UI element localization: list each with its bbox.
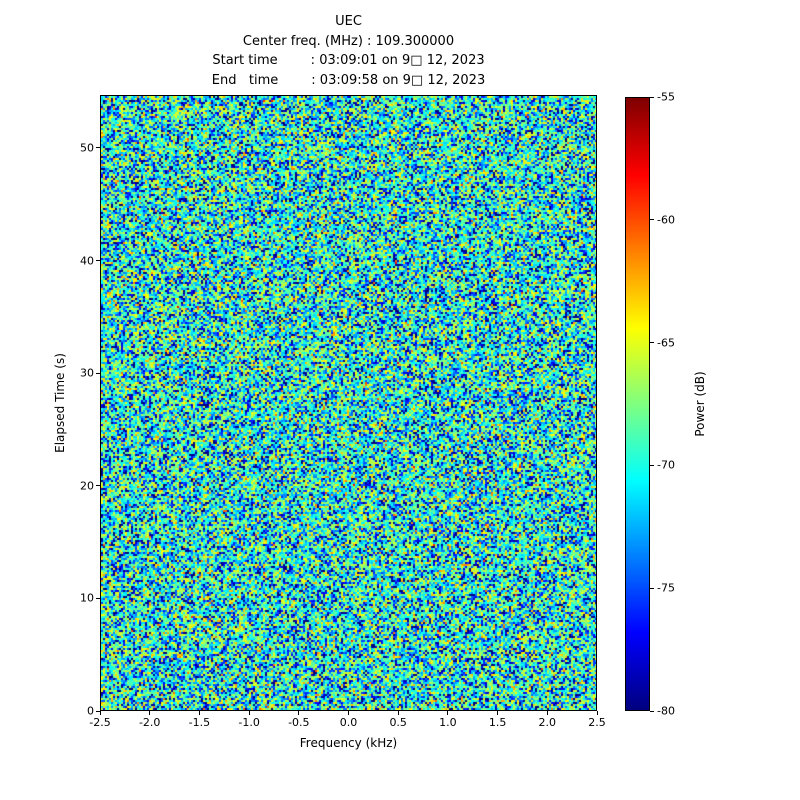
y-tick-label: 10 xyxy=(80,591,94,605)
colorbar-tick-mark xyxy=(650,219,654,221)
colorbar-tick-mark xyxy=(650,96,654,98)
x-tick-mark xyxy=(198,711,200,715)
x-tick-mark xyxy=(348,711,349,715)
y-tick-label: 0 xyxy=(87,704,94,718)
colorbar-canvas xyxy=(626,98,649,710)
colorbar-tick-label: -55 xyxy=(657,90,675,104)
colorbar-tick-mark xyxy=(650,342,654,344)
x-tick-label: -0.5 xyxy=(288,716,310,729)
colorbar-tick-label: -60 xyxy=(657,213,675,227)
y-tick-mark xyxy=(96,147,100,149)
colorbar-tick-label: -75 xyxy=(657,581,675,595)
start-time-line: Start time : 03:09:01 on 9□ 12, 2023 xyxy=(212,53,485,68)
spectrogram-plot xyxy=(100,95,597,711)
x-tick-label: 0.0 xyxy=(339,716,358,729)
y-tick-mark xyxy=(96,597,100,599)
x-tick-mark xyxy=(99,711,101,715)
plot-title: UEC xyxy=(335,14,362,29)
colorbar-tick-mark xyxy=(650,464,654,466)
colorbar-tick-mark xyxy=(650,710,654,712)
colorbar-label: Power (dB) xyxy=(693,371,707,437)
colorbar xyxy=(625,97,650,711)
y-tick-label: 20 xyxy=(80,479,94,493)
x-tick-mark xyxy=(397,711,399,715)
y-tick-mark xyxy=(96,485,100,487)
x-tick-label: -1.5 xyxy=(188,716,211,729)
x-tick-label: 1.0 xyxy=(439,716,457,729)
center-freq-line: Center freq. (MHz) : 109.300000 xyxy=(242,33,455,49)
x-tick-mark xyxy=(497,711,499,715)
x-tick-label: -2.0 xyxy=(138,716,161,729)
y-tick-mark xyxy=(96,260,100,262)
x-tick-label: 2.5 xyxy=(588,716,606,729)
x-tick-label: 0.5 xyxy=(389,716,407,729)
x-tick-mark xyxy=(149,711,151,715)
spectrogram-canvas xyxy=(101,96,596,710)
y-tick-label: 50 xyxy=(80,141,94,155)
y-tick-label: 30 xyxy=(80,366,94,380)
x-tick-label: 1.5 xyxy=(488,716,507,729)
x-tick-mark xyxy=(546,711,548,715)
x-tick-mark xyxy=(596,711,598,715)
x-tick-label: -2.5 xyxy=(89,716,111,729)
y-tick-mark xyxy=(96,372,100,374)
colorbar-tick-mark xyxy=(650,587,654,589)
x-tick-mark xyxy=(447,711,449,715)
x-tick-label: -1.0 xyxy=(238,716,260,729)
y-tick-mark xyxy=(96,710,100,712)
end-time-line: End time : 03:09:58 on 9□ 12, 2023 xyxy=(211,72,486,88)
x-tick-label: 2.0 xyxy=(538,716,557,729)
x-axis-label: Frequency (kHz) xyxy=(299,736,398,750)
colorbar-tick-label: -65 xyxy=(657,336,675,350)
x-tick-mark xyxy=(298,711,300,715)
x-tick-mark xyxy=(248,711,250,715)
y-tick-label: 40 xyxy=(80,254,94,268)
colorbar-tick-label: -80 xyxy=(657,704,675,718)
plot-header: UEC Center freq. (MHz) : 109.300000 Star… xyxy=(100,12,597,90)
colorbar-tick-label: -70 xyxy=(657,458,675,472)
